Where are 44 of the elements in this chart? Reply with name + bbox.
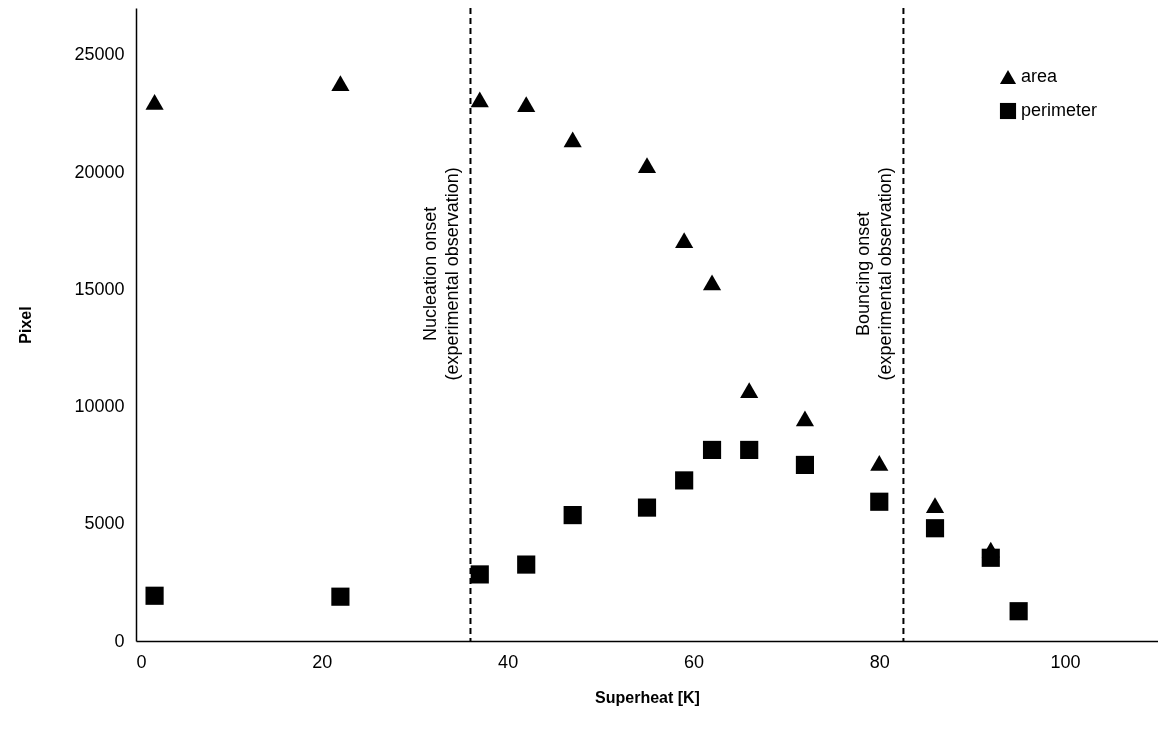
x-tick-label: 0 — [136, 651, 147, 672]
y-tick-label: 10000 — [74, 396, 125, 417]
point — [870, 492, 889, 511]
point — [470, 565, 489, 584]
x-tick-label: 100 — [1050, 651, 1081, 672]
point — [675, 232, 694, 248]
point — [517, 96, 536, 112]
point — [702, 274, 722, 291]
point — [870, 454, 889, 471]
point — [470, 91, 489, 108]
x-axis-title: Superheat [K] — [595, 688, 700, 706]
y-tick-label: 5000 — [84, 513, 125, 534]
point — [740, 440, 759, 460]
legend-label: area — [1021, 66, 1059, 86]
point — [637, 498, 657, 517]
point — [517, 555, 536, 574]
point — [925, 519, 945, 538]
point — [981, 548, 1000, 567]
point — [637, 157, 657, 173]
x-tick-label: 80 — [869, 651, 890, 672]
legend-label: perimeter — [1021, 100, 1098, 120]
y-tick-label: 25000 — [74, 44, 125, 65]
x-tick-label: 40 — [498, 651, 519, 672]
point — [563, 506, 582, 525]
point — [563, 131, 582, 148]
point — [145, 586, 164, 605]
point — [1009, 602, 1028, 621]
point — [331, 587, 350, 606]
point — [702, 440, 722, 460]
x-tick-label: 20 — [312, 651, 333, 672]
y-axis-title: Pixel — [17, 306, 35, 344]
ref-line-label: Nucleation onset (experimental observation) — [420, 167, 463, 381]
ref-line-label: Bouncing onset (experimental observation) — [853, 167, 896, 381]
point — [675, 471, 694, 490]
point — [740, 382, 759, 399]
point — [795, 410, 815, 427]
point — [331, 75, 350, 91]
x-tick-label: 60 — [683, 651, 704, 672]
y-tick-label: 0 — [114, 630, 125, 651]
point — [795, 455, 815, 475]
y-tick-label: 20000 — [74, 161, 125, 182]
y-tick-label: 15000 — [74, 278, 125, 299]
point — [925, 497, 945, 513]
point — [145, 93, 164, 110]
